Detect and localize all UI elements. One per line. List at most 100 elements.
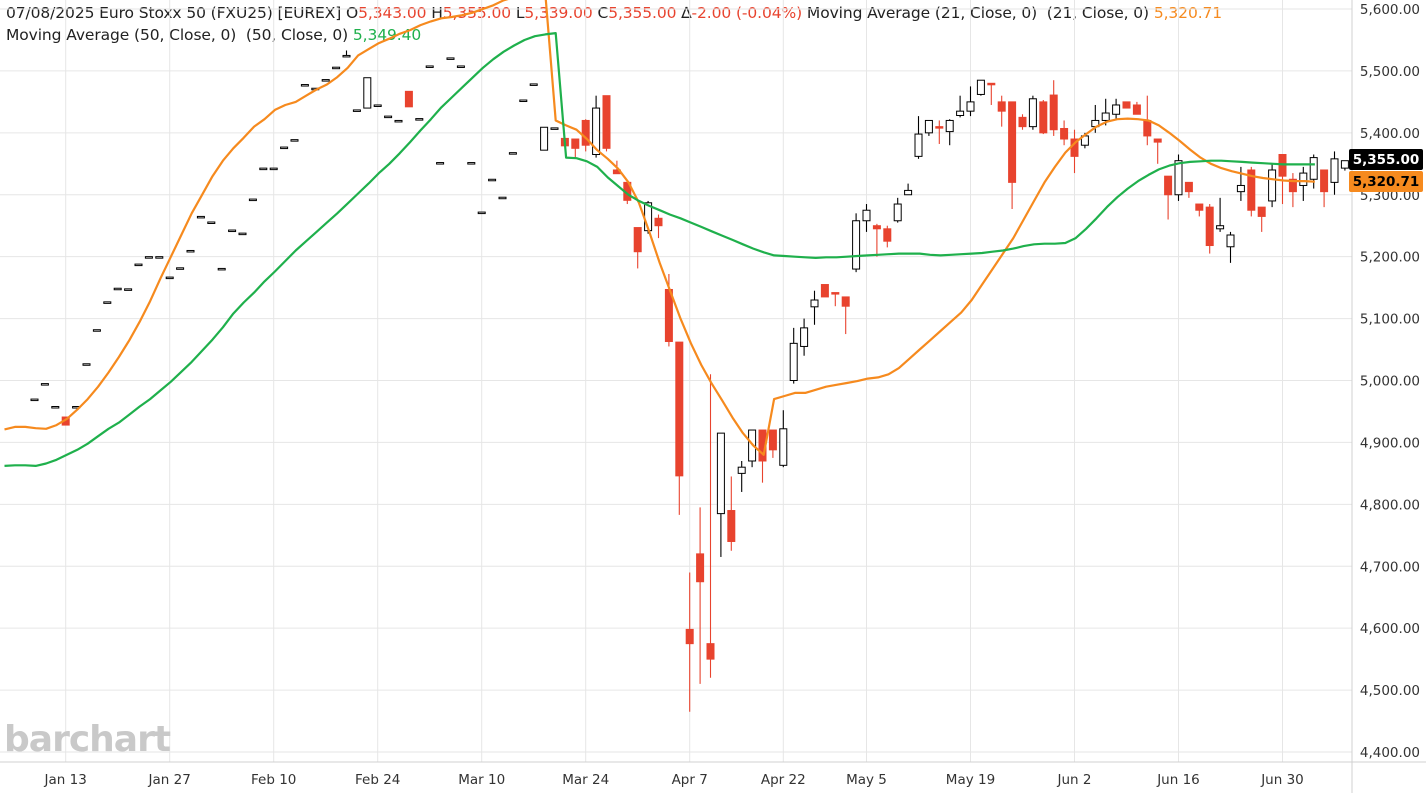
candle-body (914, 133, 923, 157)
candle-body (477, 211, 486, 215)
candle (1330, 151, 1339, 195)
candle-body (862, 209, 871, 222)
last-price-label: 5,355.00 (1353, 152, 1420, 168)
candle (290, 139, 299, 142)
candle-body (935, 126, 944, 129)
candle-body (30, 398, 39, 402)
candle-body (290, 139, 299, 142)
candle-body (1268, 169, 1277, 202)
y-tick-label: 4,400.00 (1360, 745, 1420, 761)
chart-header-line-2: Moving Average (50, Close, 0) (50, Close… (6, 26, 421, 44)
candle (508, 152, 517, 155)
candle (467, 162, 476, 165)
candle (1320, 169, 1329, 208)
candle (675, 341, 684, 515)
candle (1340, 160, 1349, 171)
candle (883, 225, 892, 248)
candle (92, 329, 101, 332)
candle (748, 429, 757, 468)
candle-body (872, 225, 881, 230)
candle (144, 256, 153, 259)
candle (456, 65, 465, 68)
candle (737, 460, 746, 492)
candle (1070, 129, 1079, 174)
candle (113, 287, 122, 291)
y-tick-label: 5,400.00 (1360, 126, 1420, 142)
candle (446, 57, 455, 60)
candle-body (675, 341, 684, 477)
candle-body (228, 229, 237, 233)
candle-body (103, 301, 112, 304)
candle (1132, 101, 1141, 115)
ma50-value: 5,349.40 (352, 26, 422, 44)
candle (1216, 197, 1225, 232)
candle (550, 127, 559, 130)
candle (425, 65, 434, 68)
candle (248, 198, 257, 202)
candle-body (217, 267, 226, 271)
y-axis: 4,400.00 4,500.00 4,600.00 4,700.00 4,800.00… (1360, 2, 1420, 761)
candle-body (1184, 181, 1193, 193)
candle-body (196, 215, 205, 219)
candle-body (176, 267, 185, 270)
candle-body (280, 146, 289, 150)
candle (259, 167, 268, 171)
candle-body (321, 79, 330, 82)
candle-body (300, 84, 309, 87)
candle-body (207, 221, 216, 224)
candle (810, 290, 819, 325)
candle-body (113, 287, 122, 291)
candle-body (966, 101, 975, 112)
candle (945, 119, 954, 146)
candle-body (1028, 98, 1037, 128)
x-tick-label: May 5 (846, 772, 887, 788)
candle-body (1008, 101, 1017, 183)
candle (1174, 154, 1183, 201)
candle-body (581, 119, 590, 146)
candle-body (1299, 172, 1308, 186)
candle (966, 86, 975, 117)
candle-body (92, 329, 101, 332)
candle (820, 284, 829, 298)
y-tick-label: 4,600.00 (1360, 621, 1420, 637)
candle-body (1216, 225, 1225, 230)
candle (280, 146, 289, 150)
high-label: H (426, 4, 443, 22)
candle (1008, 101, 1017, 209)
x-tick-label: Apr 22 (761, 772, 806, 788)
ma21-tag-label: 5,320.71 (1353, 174, 1420, 190)
x-tick-label: Jan 13 (44, 772, 87, 788)
y-tick-label: 5,500.00 (1360, 64, 1420, 80)
y-tick-label: 4,800.00 (1360, 497, 1420, 513)
candle-body (1288, 178, 1297, 193)
candle-body (685, 628, 694, 645)
candle-body (987, 82, 996, 86)
candle (654, 214, 663, 239)
candle-body (519, 99, 528, 103)
candle (1122, 101, 1131, 109)
candle (592, 95, 601, 158)
candle (1205, 204, 1214, 254)
candle (924, 119, 933, 136)
candle-body (1122, 101, 1131, 109)
candle (1309, 154, 1318, 189)
candle-body (664, 288, 673, 342)
candle (696, 507, 705, 684)
price-tags: 5,355.00 5,320.71 (1349, 149, 1423, 192)
candle (415, 118, 424, 121)
candle (196, 215, 205, 219)
candle-body (1340, 160, 1349, 169)
candle (103, 301, 112, 304)
candle (373, 104, 382, 107)
candle-body (124, 288, 133, 291)
candle-body (976, 79, 985, 95)
candle (779, 410, 788, 468)
candle-body (706, 643, 715, 660)
candle-body (820, 284, 829, 298)
candle-body (467, 162, 476, 165)
candle (342, 50, 351, 58)
y-tick-label: 4,500.00 (1360, 683, 1420, 699)
candle (1039, 100, 1048, 135)
candle (498, 196, 507, 200)
